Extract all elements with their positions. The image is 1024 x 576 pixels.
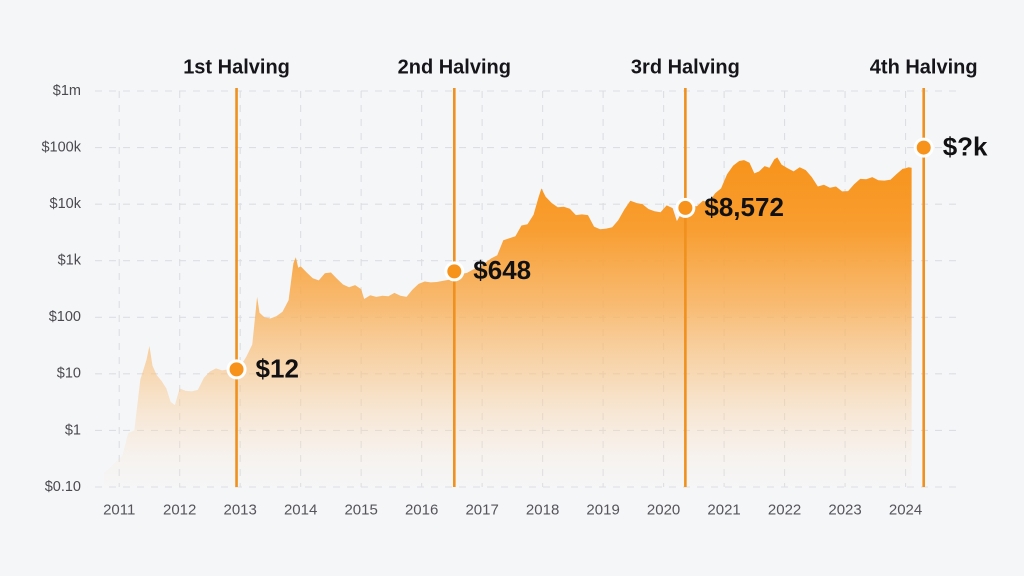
y-axis-tick-label: $10k	[50, 196, 82, 212]
halving-titles: 1st Halving 2nd Halving 3rd Halving 4th Hal…	[183, 56, 977, 78]
x-axis-tick-label: 2011	[103, 501, 135, 518]
x-axis-tick-label: 2020	[647, 501, 680, 518]
halving-price-annotation: $?k	[943, 131, 988, 161]
x-axis-tick-label: 2017	[465, 501, 498, 518]
x-axis-tick-label: 2015	[344, 501, 377, 518]
x-axis-tick-label: 2021	[707, 501, 740, 518]
price-area-series	[104, 157, 912, 487]
x-axis-tick-label: 2014	[284, 501, 317, 518]
halving-title-label: 3rd Halving	[631, 56, 740, 78]
halving-marker-dot[interactable]	[229, 362, 244, 377]
x-axis-tick-label: 2012	[163, 501, 196, 518]
price-area-path	[104, 157, 912, 487]
halving-price-annotation: $12	[256, 353, 299, 383]
y-axis-labels: $1m $100k $10k $1k $100 $10 $1 $0.10	[41, 83, 81, 495]
halving-title-label: 1st Halving	[183, 56, 290, 78]
x-axis-tick-label: 2018	[526, 501, 559, 518]
x-axis-tick-label: 2016	[405, 501, 438, 518]
price-annotations: $12 $648 $8,572 $?k	[256, 131, 989, 383]
x-axis-labels: 2011 2012 2013 2014 2015 2016 2017 2018 2019 2020…	[103, 501, 922, 518]
halving-price-annotation: $8,572	[704, 192, 784, 222]
halving-markers	[226, 137, 934, 380]
y-axis-tick-label: $100	[49, 309, 81, 325]
y-axis-tick-label: $0.10	[45, 479, 81, 495]
halving-title-label: 4th Halving	[870, 56, 978, 78]
halving-marker-dot[interactable]	[678, 200, 693, 215]
x-axis-tick-label: 2023	[828, 501, 861, 518]
x-axis-tick-label: 2024	[889, 501, 922, 518]
halving-marker-dot[interactable]	[447, 264, 462, 279]
halving-price-annotation: $648	[473, 255, 531, 285]
y-axis-tick-label: $10	[57, 366, 81, 382]
y-axis-tick-label: $100k	[41, 139, 81, 155]
halving-title-label: 2nd Halving	[398, 56, 511, 78]
x-axis-tick-label: 2022	[768, 501, 801, 518]
halving-marker-dot[interactable]	[916, 140, 931, 155]
x-axis-tick-label: 2013	[223, 501, 256, 518]
y-axis-tick-label: $1k	[58, 253, 82, 269]
y-axis-tick-label: $1m	[53, 83, 81, 99]
y-axis-tick-label: $1	[65, 422, 81, 438]
x-axis-tick-label: 2019	[586, 501, 619, 518]
